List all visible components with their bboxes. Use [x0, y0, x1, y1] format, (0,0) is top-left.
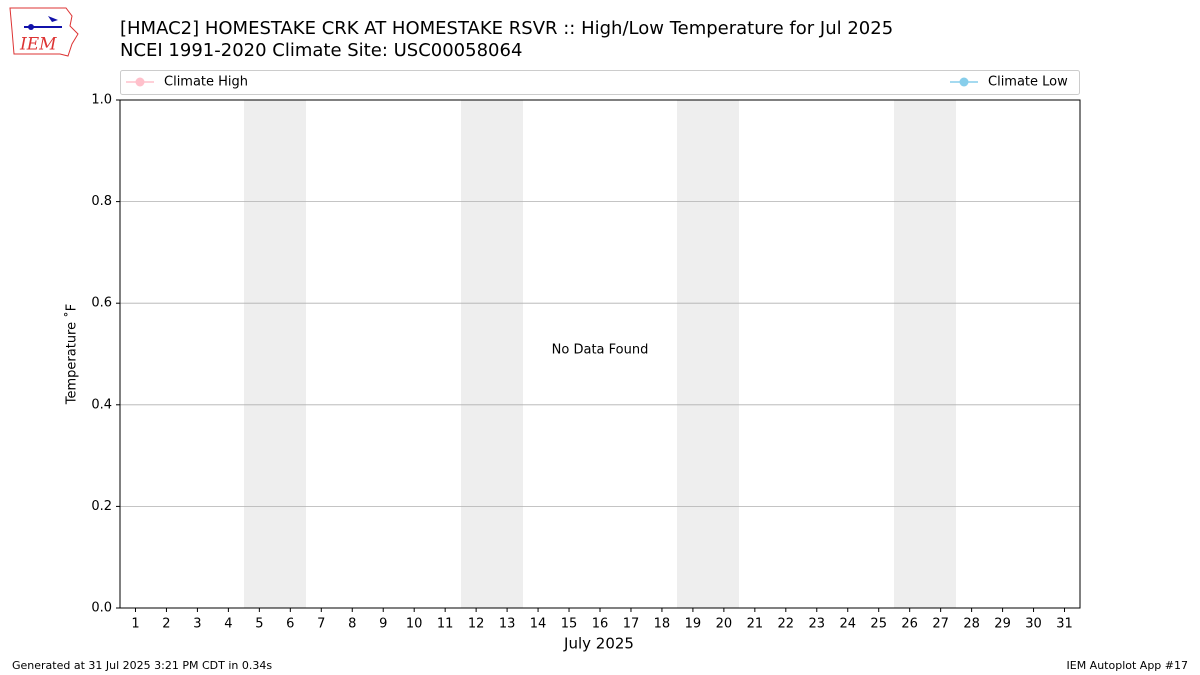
weekend-band	[244, 100, 306, 608]
weekend-band	[894, 100, 956, 608]
legend-label: Climate High	[164, 75, 248, 90]
x-tick-label: 13	[499, 617, 516, 632]
x-tick-label: 14	[530, 617, 547, 632]
y-tick-label: 0.2	[91, 499, 112, 514]
x-tick-label: 10	[406, 617, 423, 632]
x-tick-label: 23	[809, 617, 826, 632]
legend-label: Climate Low	[988, 75, 1068, 90]
x-tick-label: 15	[561, 617, 578, 632]
x-tick-label: 22	[778, 617, 795, 632]
annotation: No Data Found	[552, 343, 649, 358]
chart-title: [HMAC2] HOMESTAKE CRK AT HOMESTAKE RSVR …	[120, 18, 893, 39]
x-tick-label: 29	[994, 617, 1011, 632]
x-tick-label: 18	[654, 617, 671, 632]
x-tick-label: 7	[317, 617, 325, 632]
y-tick-label: 0.4	[91, 397, 112, 412]
x-tick-label: 16	[592, 617, 609, 632]
x-tick-label: 9	[379, 617, 387, 632]
y-tick-label: 0.6	[91, 296, 112, 311]
legend	[120, 70, 1080, 95]
x-tick-label: 2	[162, 617, 170, 632]
y-tick-label: 0.0	[91, 601, 112, 616]
y-axis-label: Temperature ˚F	[64, 304, 80, 405]
footer-left: Generated at 31 Jul 2025 3:21 PM CDT in …	[12, 659, 272, 672]
x-tick-label: 26	[901, 617, 918, 632]
x-tick-label: 1	[131, 617, 139, 632]
x-tick-label: 17	[623, 617, 640, 632]
x-tick-label: 12	[468, 617, 485, 632]
y-tick-label: 1.0	[91, 93, 112, 108]
weekend-band	[461, 100, 523, 608]
logo-text: IEM	[19, 35, 57, 55]
y-tick-label: 0.8	[91, 194, 112, 209]
chart-subtitle: NCEI 1991-2020 Climate Site: USC00058064	[120, 40, 522, 61]
x-tick-label: 5	[255, 617, 263, 632]
logo-outline	[9, 7, 79, 57]
x-tick-label: 6	[286, 617, 294, 632]
x-tick-label: 3	[193, 617, 201, 632]
weekend-shading	[244, 100, 956, 608]
x-tick-label: 28	[963, 617, 980, 632]
logo: IEM	[9, 7, 79, 57]
x-tick-label: 20	[716, 617, 733, 632]
x-tick-label: 11	[437, 617, 454, 632]
x-tick-label: 25	[870, 617, 887, 632]
x-axis-label: July 2025	[563, 635, 634, 653]
x-tick-label: 4	[224, 617, 232, 632]
x-tick-label: 27	[932, 617, 949, 632]
x-tick-label: 19	[685, 617, 702, 632]
legend-marker	[959, 77, 969, 87]
plot-frame	[119, 99, 1081, 609]
x-tick-label: 31	[1056, 617, 1073, 632]
footer-right: IEM Autoplot App #17	[1067, 659, 1189, 672]
logo-dot	[28, 24, 34, 30]
weekend-band	[677, 100, 739, 608]
x-tick-label: 8	[348, 617, 356, 632]
x-tick-label: 30	[1025, 617, 1042, 632]
legend-marker	[135, 77, 145, 87]
x-tick-label: 21	[747, 617, 764, 632]
x-tick-label: 24	[839, 617, 856, 632]
logo-flag	[48, 16, 58, 22]
